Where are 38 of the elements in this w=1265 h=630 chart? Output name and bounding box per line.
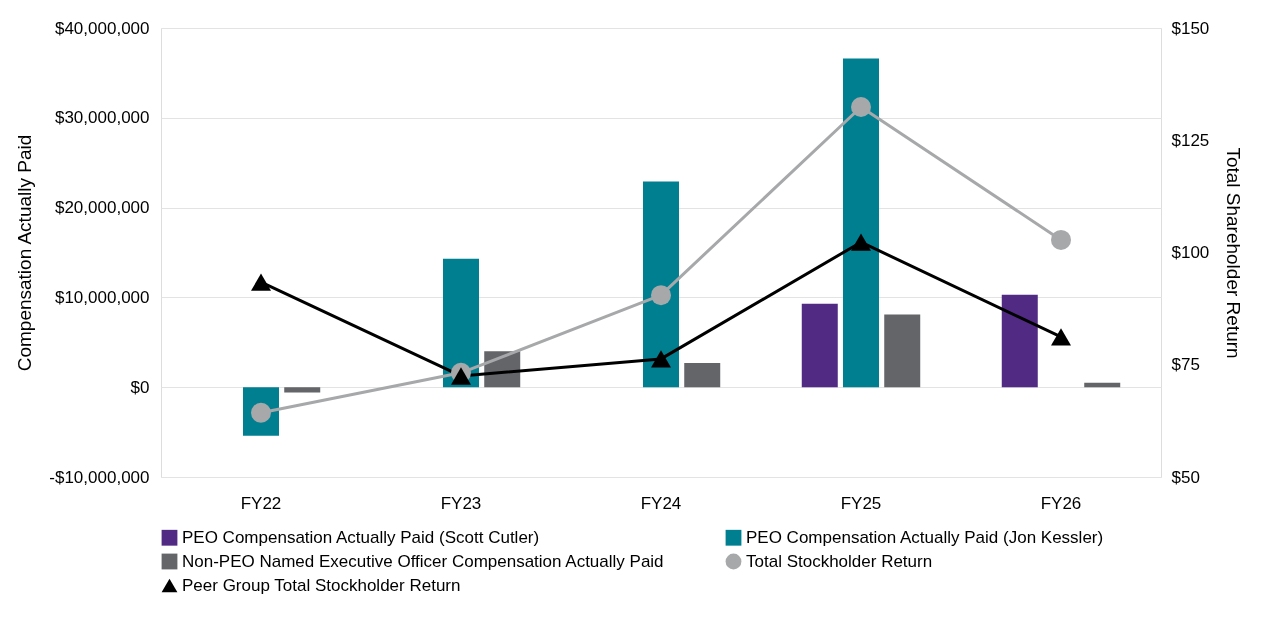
y2-tick-label: $100: [1171, 243, 1210, 262]
y-axis-title: Compensation Actually Paid: [14, 134, 36, 372]
y2-tick-label: $125: [1171, 130, 1210, 150]
legend-label: PEO Compensation Actually Paid (Jon Kessler): [746, 527, 1104, 547]
legend-label: Peer Group Total Stockholder Return: [182, 575, 461, 595]
x-tick-label: FY26: [1040, 493, 1082, 513]
y2-axis-title: Total Shareholder Return: [1223, 147, 1245, 359]
x-tick-label: FY25: [840, 493, 882, 513]
point: [1051, 229, 1071, 250]
legend-label: PEO Compensation Actually Paid (Scott Cutler): [182, 527, 540, 547]
bar: [643, 181, 679, 388]
y-tick-label: $0: [130, 377, 150, 397]
bar: [884, 314, 921, 388]
bar: [284, 387, 321, 393]
bar: [801, 303, 838, 388]
x-tick-label: FY23: [440, 493, 482, 513]
point: [851, 233, 871, 251]
legend-label: Total Stockholder Return: [746, 551, 933, 571]
point: [451, 367, 471, 385]
x-tick-label: FY22: [240, 493, 282, 513]
y-tick-label: $40,000,000: [54, 18, 150, 38]
y2-tick-label: $50: [1171, 467, 1200, 487]
y2-tick-label: $150: [1171, 18, 1210, 38]
y-tick-label: -$10,000,000: [49, 467, 150, 487]
legend-label: Non-PEO Named Executive Officer Compensation Actually Paid: [182, 551, 664, 571]
bar: [684, 362, 721, 388]
point: [651, 285, 671, 306]
bar: [843, 58, 879, 388]
point: [851, 97, 871, 117]
point: [1051, 328, 1071, 346]
point: [651, 350, 671, 368]
x-tick-label: FY24: [640, 493, 682, 513]
y-tick-label: $10,000,000: [54, 287, 150, 307]
y-tick-label: $30,000,000: [54, 108, 150, 128]
y-tick-label: $20,000,000: [54, 198, 150, 218]
y2-tick-label: $75: [1171, 355, 1200, 375]
bar: [1001, 294, 1038, 388]
point: [251, 273, 271, 291]
